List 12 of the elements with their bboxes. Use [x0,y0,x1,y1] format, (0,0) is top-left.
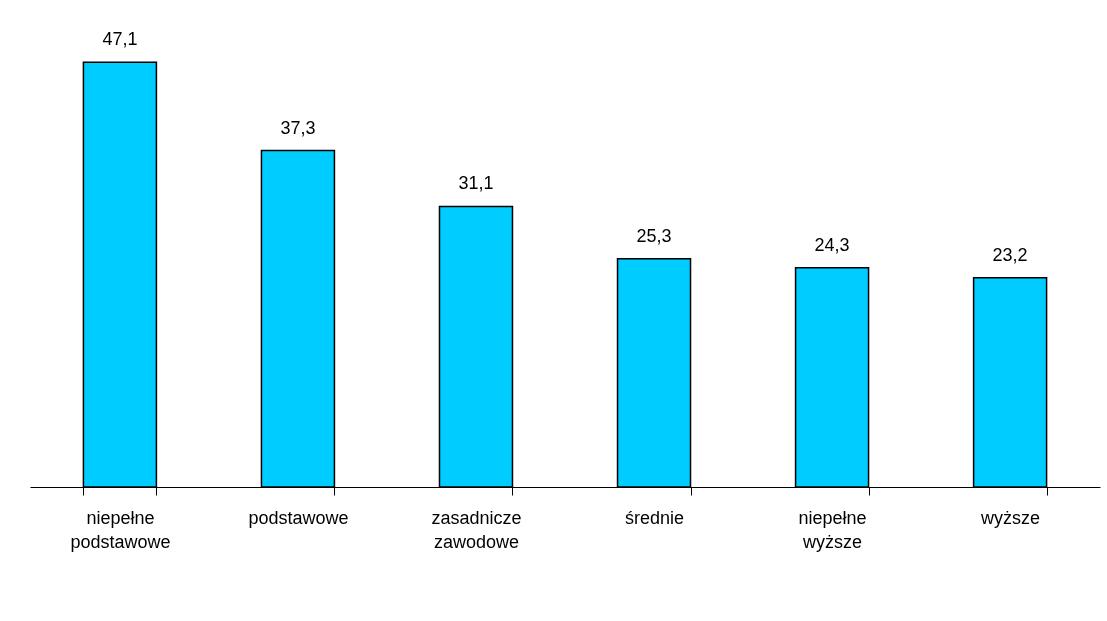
data-label: 24,3 [814,234,850,255]
x-tick-label: średnie [624,507,685,528]
data-label: 31,1 [458,173,494,194]
x-tick-label: wyższe [980,507,1041,528]
data-label: 25,3 [636,225,672,246]
x-tick-label: podstawowe [248,507,349,528]
data-label: 47,1 [102,29,138,50]
x-tick-label: zasadnicze zawodowe [431,507,522,552]
x-tick-label: niepełne wyższe [798,507,867,552]
x-tick-label: niepełne podstawowe [70,507,171,552]
data-label: 37,3 [280,117,316,138]
data-label: 23,2 [992,244,1028,265]
